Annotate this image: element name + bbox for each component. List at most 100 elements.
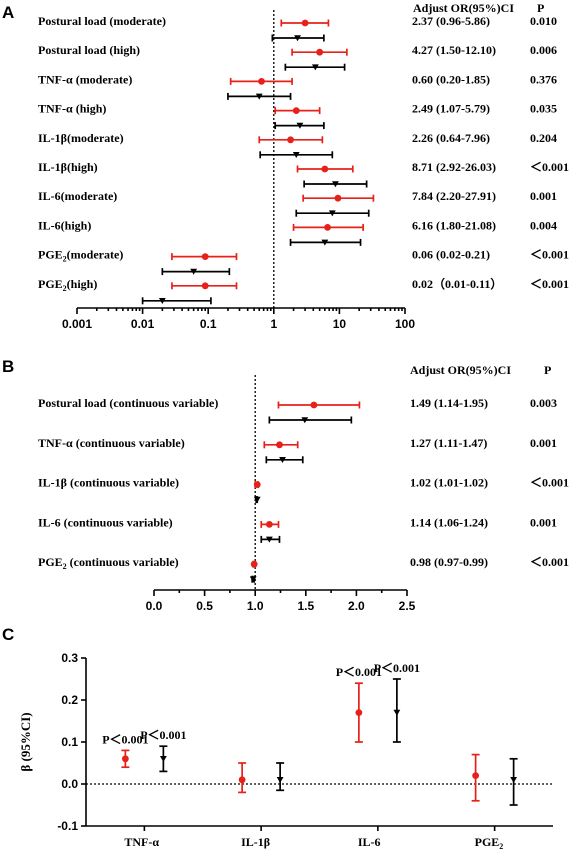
- row-p-value: ＜0.001: [530, 555, 569, 569]
- row-or-value: 1.27 (1.11-1.47): [410, 436, 487, 450]
- panel-letter-a: A: [2, 3, 14, 22]
- errorbar-plot-c: -0.10.00.10.20.3β (95%CI)TNF-αP＜0.001P＜0…: [18, 651, 553, 851]
- point-circle: [310, 401, 318, 409]
- row-label: IL-1β(high): [38, 160, 98, 174]
- x-tick-label: 0.0: [146, 599, 163, 613]
- row-or-value: 0.06 (0.02-0.21): [412, 248, 490, 262]
- row-label: TNF-α (moderate): [38, 72, 132, 86]
- point-triangle: [265, 536, 273, 543]
- row-p-value: 0.001: [530, 436, 557, 450]
- point-circle: [250, 560, 258, 568]
- row-or-value: 1.49 (1.14-1.95): [410, 396, 488, 410]
- point-triangle: [253, 496, 261, 503]
- row-label: TNF-α (high): [38, 102, 106, 116]
- p-annotation: P＜0.001: [102, 732, 148, 746]
- x-tick-label: 2.0: [348, 599, 365, 613]
- row-label: TNF-α (continuous variable): [38, 436, 185, 450]
- row-p-value: 0.010: [530, 14, 557, 28]
- point-circle: [324, 224, 331, 231]
- y-tick-label: 0.2: [61, 693, 78, 707]
- row-label: IL-6 (continuous variable): [38, 515, 173, 529]
- x-tick-label: 1.0: [247, 599, 264, 613]
- point-triangle: [292, 152, 300, 158]
- row-p-value: ＜0.001: [530, 476, 569, 490]
- row-or-value: 6.16 (1.80-21.08): [412, 218, 496, 232]
- point-triangle: [296, 122, 304, 129]
- x-tick-label: 100: [395, 317, 415, 331]
- point-circle: [201, 253, 209, 260]
- y-tick-label: 0.3: [61, 651, 78, 665]
- row-label: PGE2(high): [38, 277, 97, 293]
- point-triangle: [276, 777, 284, 783]
- point-circle: [472, 772, 480, 779]
- row-or-value: 0.60 (0.20-1.85): [412, 72, 490, 86]
- row-label: Postural load (continuous variable): [38, 396, 218, 410]
- x-category-label: TNF-α: [124, 835, 159, 849]
- point-circle: [238, 776, 246, 784]
- row-label: IL-1β(moderate): [38, 131, 124, 145]
- panel-letter-b: B: [2, 357, 14, 376]
- x-tick-label: 0.001: [62, 317, 92, 331]
- row-p-value: ＜0.001: [530, 248, 569, 262]
- point-triangle: [321, 239, 329, 246]
- p-annotation: P＜0.001: [336, 665, 382, 679]
- header-or-label: Adjust OR(95%)CI: [413, 1, 514, 15]
- panel-letter-c: C: [2, 625, 14, 644]
- point-triangle: [249, 576, 257, 583]
- x-tick-label: 0.5: [196, 599, 213, 613]
- point-circle: [287, 136, 294, 144]
- point-triangle: [255, 93, 263, 100]
- row-p-value: 0.004: [530, 218, 557, 232]
- forest-plot-a: Adjust OR(95%)CI P Postural load (moderate…: [38, 1, 569, 331]
- row-p-value: 0.001: [530, 515, 557, 529]
- row-p-value: 0.204: [530, 131, 557, 145]
- x-tick-label: 0.01: [131, 317, 155, 331]
- row-or-value: 2.49 (1.07-5.79): [412, 102, 490, 116]
- point-triangle: [311, 64, 319, 71]
- y-tick-label: 0.1: [61, 735, 78, 749]
- point-circle: [121, 755, 129, 763]
- row-label: IL-6(high): [38, 218, 91, 232]
- x-tick-label: 0.1: [200, 317, 217, 331]
- point-triangle: [301, 417, 309, 424]
- row-p-value: 0.003: [530, 396, 557, 410]
- row-p-value: 0.376: [530, 72, 557, 86]
- x-tick-label: 2.5: [399, 599, 416, 613]
- point-circle: [334, 194, 342, 202]
- row-or-value: 7.84 (2.20-27.91): [412, 189, 496, 203]
- point-circle: [321, 165, 329, 173]
- row-or-value: 2.37 (0.96-5.86): [412, 14, 490, 28]
- p-annotation: P＜0.001: [140, 728, 186, 742]
- row-or-value: 1.14 (1.06-1.24): [410, 515, 488, 529]
- p-annotation: P＜0.001: [374, 661, 420, 675]
- header-p-label: P: [544, 363, 551, 377]
- point-circle: [301, 19, 309, 27]
- forest-plot-b: Adjust OR(95%)CI P Postural load (continuo…: [38, 363, 569, 613]
- row-label: Postural load (high): [38, 43, 140, 57]
- y-axis-title: β (95%CI): [18, 712, 33, 771]
- point-circle: [292, 107, 300, 114]
- point-circle: [258, 78, 265, 85]
- row-or-value: 8.71 (2.92-26.03): [412, 160, 496, 174]
- row-p-value: ＜0.001: [530, 277, 569, 291]
- x-category-label: IL-1β: [241, 835, 270, 849]
- point-circle: [316, 48, 324, 56]
- row-or-value: 1.02 (1.01-1.02): [410, 476, 488, 490]
- x-tick-label: 1.5: [297, 599, 314, 613]
- point-circle: [201, 282, 209, 290]
- row-p-value: 0.006: [530, 43, 557, 57]
- point-circle: [265, 521, 273, 528]
- x-category-label: IL-6: [358, 835, 381, 849]
- point-triangle: [294, 35, 301, 42]
- point-triangle: [279, 457, 286, 463]
- header-p-label: P: [537, 1, 544, 15]
- header-or-label: Adjust OR(95%)CI: [410, 363, 511, 377]
- point-triangle: [328, 210, 336, 217]
- row-p-value: ＜0.001: [530, 160, 569, 174]
- row-label: Postural load (moderate): [38, 14, 166, 28]
- y-tick-label: -0.1: [57, 819, 78, 833]
- point-triangle: [190, 268, 198, 275]
- row-label: PGE2(moderate): [38, 248, 123, 264]
- row-label: PGE2 (continuous variable): [38, 555, 179, 571]
